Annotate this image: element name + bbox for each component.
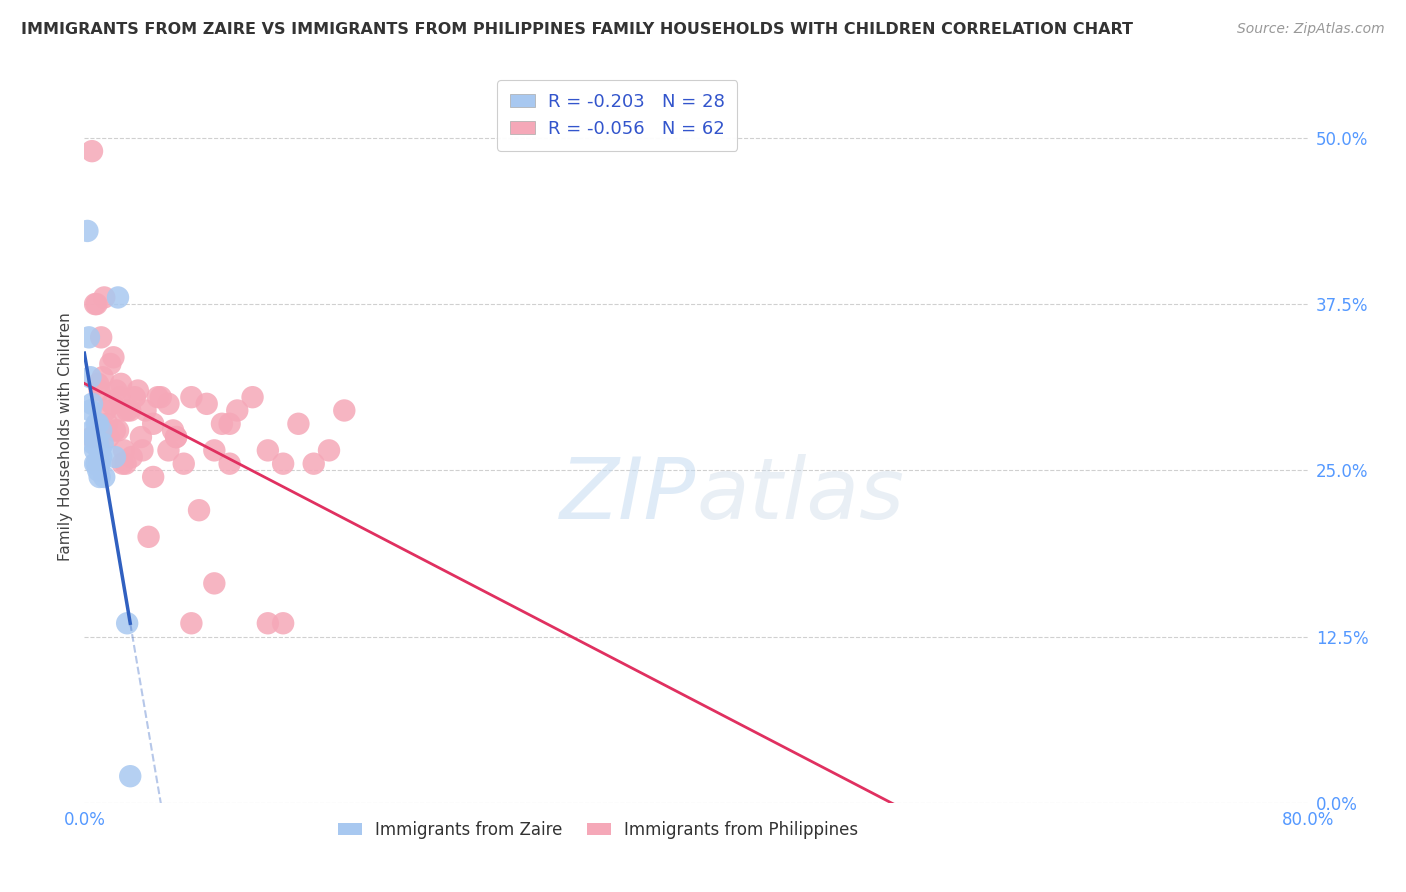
Point (86, 417, 108, 431)
Point (80, 144, 103, 158)
Point (79, 403, 101, 417)
Point (87, 463, 110, 477)
Point (202, 576, 225, 591)
Point (93, 470, 115, 484)
Legend: Immigrants from Zaire, Immigrants from Philippines: Immigrants from Zaire, Immigrants from P… (332, 814, 865, 846)
Point (84, 457, 107, 471)
Point (257, 616, 280, 631)
Point (77, 330, 100, 344)
Point (115, 616, 138, 631)
Text: atlas: atlas (696, 454, 904, 537)
Point (98, 357, 121, 371)
Point (104, 450, 127, 464)
Point (257, 443, 280, 458)
Point (80, 430, 103, 444)
Point (120, 403, 142, 417)
Point (218, 457, 240, 471)
Point (112, 443, 135, 458)
Point (127, 384, 149, 398)
Point (107, 424, 129, 438)
Point (124, 390, 146, 404)
Point (302, 457, 325, 471)
Text: ZIP: ZIP (560, 454, 696, 537)
Point (86, 297, 108, 311)
Point (121, 450, 143, 464)
Point (318, 443, 340, 458)
Point (105, 384, 128, 398)
Point (173, 457, 195, 471)
Point (333, 403, 356, 417)
Point (188, 503, 211, 517)
Point (110, 376, 132, 391)
Point (162, 424, 184, 438)
Point (271, 457, 294, 471)
Point (180, 616, 202, 631)
Point (96, 417, 118, 431)
Point (135, 403, 157, 417)
Point (115, 403, 138, 417)
Point (91, 436, 114, 450)
Point (202, 443, 225, 458)
Point (90, 424, 112, 438)
Point (87, 417, 110, 431)
Point (101, 397, 124, 411)
Point (76, 224, 98, 238)
Point (120, 769, 142, 783)
Point (87, 436, 110, 450)
Point (84, 430, 107, 444)
Point (80, 397, 103, 411)
Point (242, 390, 264, 404)
Point (83, 430, 105, 444)
Point (93, 290, 115, 304)
Point (165, 430, 187, 444)
Point (142, 417, 165, 431)
Text: Source: ZipAtlas.com: Source: ZipAtlas.com (1237, 22, 1385, 37)
Point (84, 443, 107, 458)
Y-axis label: Family Households with Children: Family Households with Children (58, 313, 73, 561)
Point (89, 384, 111, 398)
Point (84, 297, 107, 311)
Point (146, 390, 169, 404)
Point (111, 457, 134, 471)
Point (89, 470, 111, 484)
Point (131, 443, 153, 458)
Point (83, 436, 105, 450)
Point (211, 417, 233, 431)
Point (271, 616, 294, 631)
Point (157, 443, 180, 458)
Point (87, 376, 110, 391)
Point (287, 417, 309, 431)
Point (90, 330, 112, 344)
Point (165, 430, 187, 444)
Point (149, 390, 172, 404)
Point (91, 370, 114, 384)
Point (94, 403, 117, 417)
Point (104, 424, 127, 438)
Point (79, 370, 101, 384)
Point (80, 424, 103, 438)
Point (86, 436, 108, 450)
Point (111, 403, 134, 417)
Point (138, 530, 160, 544)
Point (129, 430, 152, 444)
Point (180, 390, 202, 404)
Text: IMMIGRANTS FROM ZAIRE VS IMMIGRANTS FROM PHILIPPINES FAMILY HOUSEHOLDS WITH CHIL: IMMIGRANTS FROM ZAIRE VS IMMIGRANTS FROM… (21, 22, 1133, 37)
Point (218, 417, 240, 431)
Point (86, 457, 108, 471)
Point (103, 351, 125, 365)
Point (157, 397, 180, 411)
Point (142, 470, 165, 484)
Point (89, 457, 111, 471)
Point (97, 430, 120, 444)
Point (226, 403, 249, 417)
Point (114, 457, 136, 471)
Point (107, 290, 129, 304)
Point (195, 397, 218, 411)
Point (89, 443, 111, 458)
Point (108, 390, 131, 404)
Point (90, 450, 112, 464)
